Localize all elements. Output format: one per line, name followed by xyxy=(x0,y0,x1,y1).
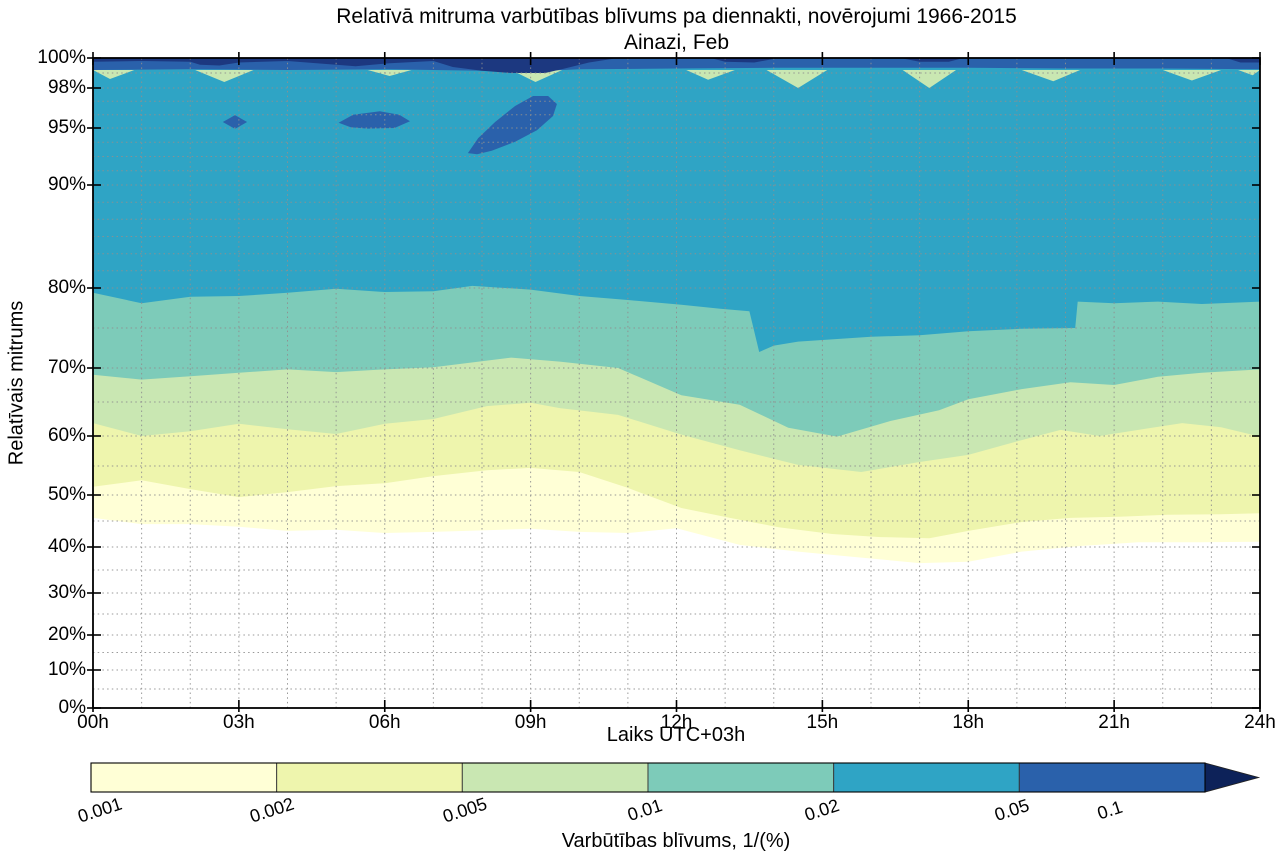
navy-patch xyxy=(1226,58,1260,63)
blue-blob xyxy=(467,96,557,155)
colorbar-tick-label: 0.05 xyxy=(992,795,1032,825)
y-tick-label: 10% xyxy=(47,659,86,680)
colorbar-tick-label: 0.01 xyxy=(625,795,665,825)
colorbar-label: Varbūtības blīvums, 1/(%) xyxy=(561,830,791,852)
x-tick-label: 00h xyxy=(77,712,109,733)
pale-wedge xyxy=(93,70,135,79)
x-tick-label: 15h xyxy=(806,712,839,733)
colorbar-tick-label: 0.005 xyxy=(440,793,490,827)
pale-wedge xyxy=(686,70,735,80)
axis-ticks xyxy=(87,52,1261,712)
y-tick-label: 0% xyxy=(58,697,86,718)
y-tick-label: 30% xyxy=(47,582,86,603)
y-tick-label: 80% xyxy=(47,277,86,298)
navy-patch xyxy=(710,58,779,63)
chart-subtitle: Ainazi, Feb xyxy=(623,31,730,54)
colorbar-tick-label: 0.02 xyxy=(802,795,842,825)
x-tick-label: 18h xyxy=(952,712,985,733)
colorbar-cell xyxy=(647,762,835,793)
colorbar-tick-label: 0.1 xyxy=(1094,796,1125,824)
navy-patch xyxy=(93,58,614,73)
pale-wedge xyxy=(902,70,957,88)
grid-group xyxy=(93,58,1260,708)
x-tick-label: 12h xyxy=(660,712,693,733)
navy-patch xyxy=(900,58,964,62)
y-tick-label: 20% xyxy=(47,624,86,645)
x-tick-label: 24h xyxy=(1244,712,1276,733)
x-tick-label: 06h xyxy=(368,712,401,733)
y-tick-label: 90% xyxy=(47,174,86,195)
x-tick-label: 09h xyxy=(514,712,547,733)
blue-blob xyxy=(222,115,248,129)
x-tick-label: 21h xyxy=(1098,712,1130,733)
y-tick-label: 40% xyxy=(47,536,86,557)
colorbar xyxy=(90,762,1261,793)
chart-title: Relatīvā mitruma varbūtības blīvums pa d… xyxy=(336,5,1017,28)
colorbar-tick-label: 0.001 xyxy=(75,793,125,827)
pale-wedge xyxy=(1238,70,1260,76)
colorbar-tick-label: 0.002 xyxy=(247,793,297,827)
colorbar-cell xyxy=(276,762,463,793)
colorbar-border xyxy=(90,762,1206,793)
pale-wedge xyxy=(1162,70,1222,81)
y-tick-label: 100% xyxy=(37,47,86,68)
blue-blob xyxy=(338,111,410,129)
y-tick-label: 50% xyxy=(47,484,86,505)
x-tick-label: 03h xyxy=(223,712,255,733)
y-tick-label: 60% xyxy=(47,425,86,446)
y-tick-label: 95% xyxy=(47,117,86,138)
x-axis-label: Laiks UTC+03h xyxy=(606,724,746,746)
y-tick-label: 70% xyxy=(47,357,86,378)
y-tick-label: 98% xyxy=(47,77,86,98)
pale-wedge xyxy=(766,70,828,88)
